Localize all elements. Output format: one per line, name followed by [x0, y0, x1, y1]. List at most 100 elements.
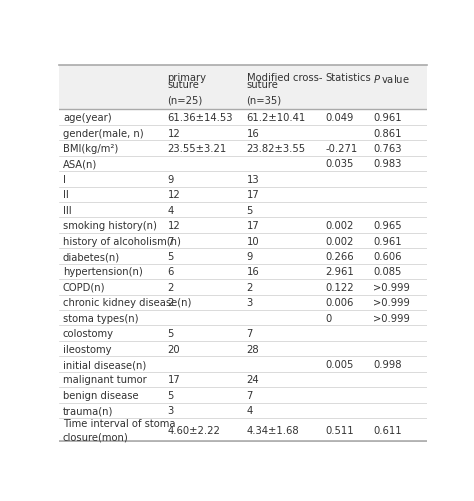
Text: >0.999: >0.999	[374, 313, 410, 323]
Text: 2: 2	[168, 283, 174, 292]
Text: 24: 24	[246, 375, 259, 385]
Text: malignant tumor: malignant tumor	[63, 375, 146, 385]
Text: 23.82±3.55: 23.82±3.55	[246, 144, 306, 154]
Bar	[59, 187, 427, 202]
Bar	[59, 249, 427, 264]
Text: 12: 12	[168, 128, 181, 138]
Text: 0.961: 0.961	[374, 236, 402, 246]
Text: 0.965: 0.965	[374, 221, 402, 231]
Text: 0.005: 0.005	[326, 359, 354, 369]
Text: 0.085: 0.085	[374, 267, 401, 277]
Text: 0.961: 0.961	[374, 113, 402, 123]
Text: 61.36±14.53: 61.36±14.53	[168, 113, 233, 123]
Text: suture: suture	[168, 79, 200, 89]
Text: 23.55±3.21: 23.55±3.21	[168, 144, 227, 154]
Text: 0.006: 0.006	[326, 298, 354, 308]
Text: primary: primary	[168, 73, 207, 83]
Text: BMI(kg/m²): BMI(kg/m²)	[63, 144, 118, 154]
Bar	[59, 141, 427, 156]
Text: Modified cross-: Modified cross-	[246, 73, 322, 83]
Text: 0.611: 0.611	[374, 425, 402, 435]
Text: 0.763: 0.763	[374, 144, 402, 154]
Bar	[59, 172, 427, 187]
Bar	[59, 311, 427, 326]
Text: 13: 13	[246, 174, 259, 184]
Text: COPD(n): COPD(n)	[63, 283, 105, 292]
Bar	[59, 218, 427, 233]
Text: 3: 3	[246, 298, 253, 308]
Bar	[59, 126, 427, 141]
Text: gender(male, n): gender(male, n)	[63, 128, 144, 138]
Text: ileostomy: ileostomy	[63, 344, 111, 354]
Text: history of alcoholism(n): history of alcoholism(n)	[63, 236, 181, 246]
Text: 20: 20	[168, 344, 180, 354]
Text: 5: 5	[168, 390, 174, 400]
Bar	[59, 295, 427, 311]
Text: 0.861: 0.861	[374, 128, 402, 138]
Text: stoma types(n): stoma types(n)	[63, 313, 138, 323]
Text: 0.002: 0.002	[326, 236, 354, 246]
Text: 12: 12	[168, 190, 181, 200]
Text: 0.606: 0.606	[374, 252, 402, 262]
Bar	[59, 372, 427, 387]
Text: 0.983: 0.983	[374, 159, 401, 169]
Text: 3: 3	[168, 405, 174, 415]
Text: colostomy: colostomy	[63, 329, 114, 339]
Text: 17: 17	[168, 375, 181, 385]
Text: 5: 5	[168, 329, 174, 339]
Text: 17: 17	[246, 221, 259, 231]
Text: 28: 28	[246, 344, 259, 354]
Bar	[59, 387, 427, 403]
Text: age(year): age(year)	[63, 113, 111, 123]
Text: I: I	[63, 174, 66, 184]
Bar	[59, 66, 427, 110]
Text: 0.002: 0.002	[326, 221, 354, 231]
Text: 2: 2	[246, 283, 253, 292]
Text: 16: 16	[246, 128, 259, 138]
Text: trauma(n): trauma(n)	[63, 405, 113, 415]
Text: 0.998: 0.998	[374, 359, 402, 369]
Text: hypertension(n): hypertension(n)	[63, 267, 143, 277]
Bar	[59, 403, 427, 418]
Text: (n=35): (n=35)	[246, 95, 282, 105]
Text: Time interval of stoma
closure(mon): Time interval of stoma closure(mon)	[63, 418, 175, 441]
Bar	[59, 326, 427, 341]
Text: II: II	[63, 190, 69, 200]
Text: >0.999: >0.999	[374, 298, 410, 308]
Bar	[59, 110, 427, 126]
Text: suture: suture	[246, 79, 278, 89]
Text: Statistics: Statistics	[326, 73, 371, 83]
Text: 2.961: 2.961	[326, 267, 355, 277]
Text: 7: 7	[246, 390, 253, 400]
Text: 17: 17	[246, 190, 259, 200]
Text: 4.60±2.22: 4.60±2.22	[168, 425, 220, 435]
Text: 0.511: 0.511	[326, 425, 354, 435]
Text: >0.999: >0.999	[374, 283, 410, 292]
Text: 7: 7	[246, 329, 253, 339]
Bar	[59, 156, 427, 172]
Text: 9: 9	[246, 252, 253, 262]
Text: 0.049: 0.049	[326, 113, 354, 123]
Text: ASA(n): ASA(n)	[63, 159, 97, 169]
Text: 4.34±1.68: 4.34±1.68	[246, 425, 299, 435]
Text: 10: 10	[246, 236, 259, 246]
Bar	[59, 264, 427, 280]
Text: 0.266: 0.266	[326, 252, 354, 262]
Bar	[59, 341, 427, 357]
Text: 5: 5	[168, 252, 174, 262]
Text: 6: 6	[168, 267, 174, 277]
Text: $\it{P}$ value: $\it{P}$ value	[374, 73, 410, 85]
Text: 2: 2	[168, 298, 174, 308]
Text: 12: 12	[168, 221, 181, 231]
Text: 61.2±10.41: 61.2±10.41	[246, 113, 306, 123]
Text: 9: 9	[168, 174, 174, 184]
Text: -0.271: -0.271	[326, 144, 358, 154]
Text: benign disease: benign disease	[63, 390, 138, 400]
Bar	[59, 418, 427, 441]
Bar	[59, 233, 427, 249]
Text: 5: 5	[246, 205, 253, 215]
Text: 7: 7	[168, 236, 174, 246]
Text: initial disease(n): initial disease(n)	[63, 359, 146, 369]
Text: 4: 4	[168, 205, 174, 215]
Text: 0.122: 0.122	[326, 283, 354, 292]
